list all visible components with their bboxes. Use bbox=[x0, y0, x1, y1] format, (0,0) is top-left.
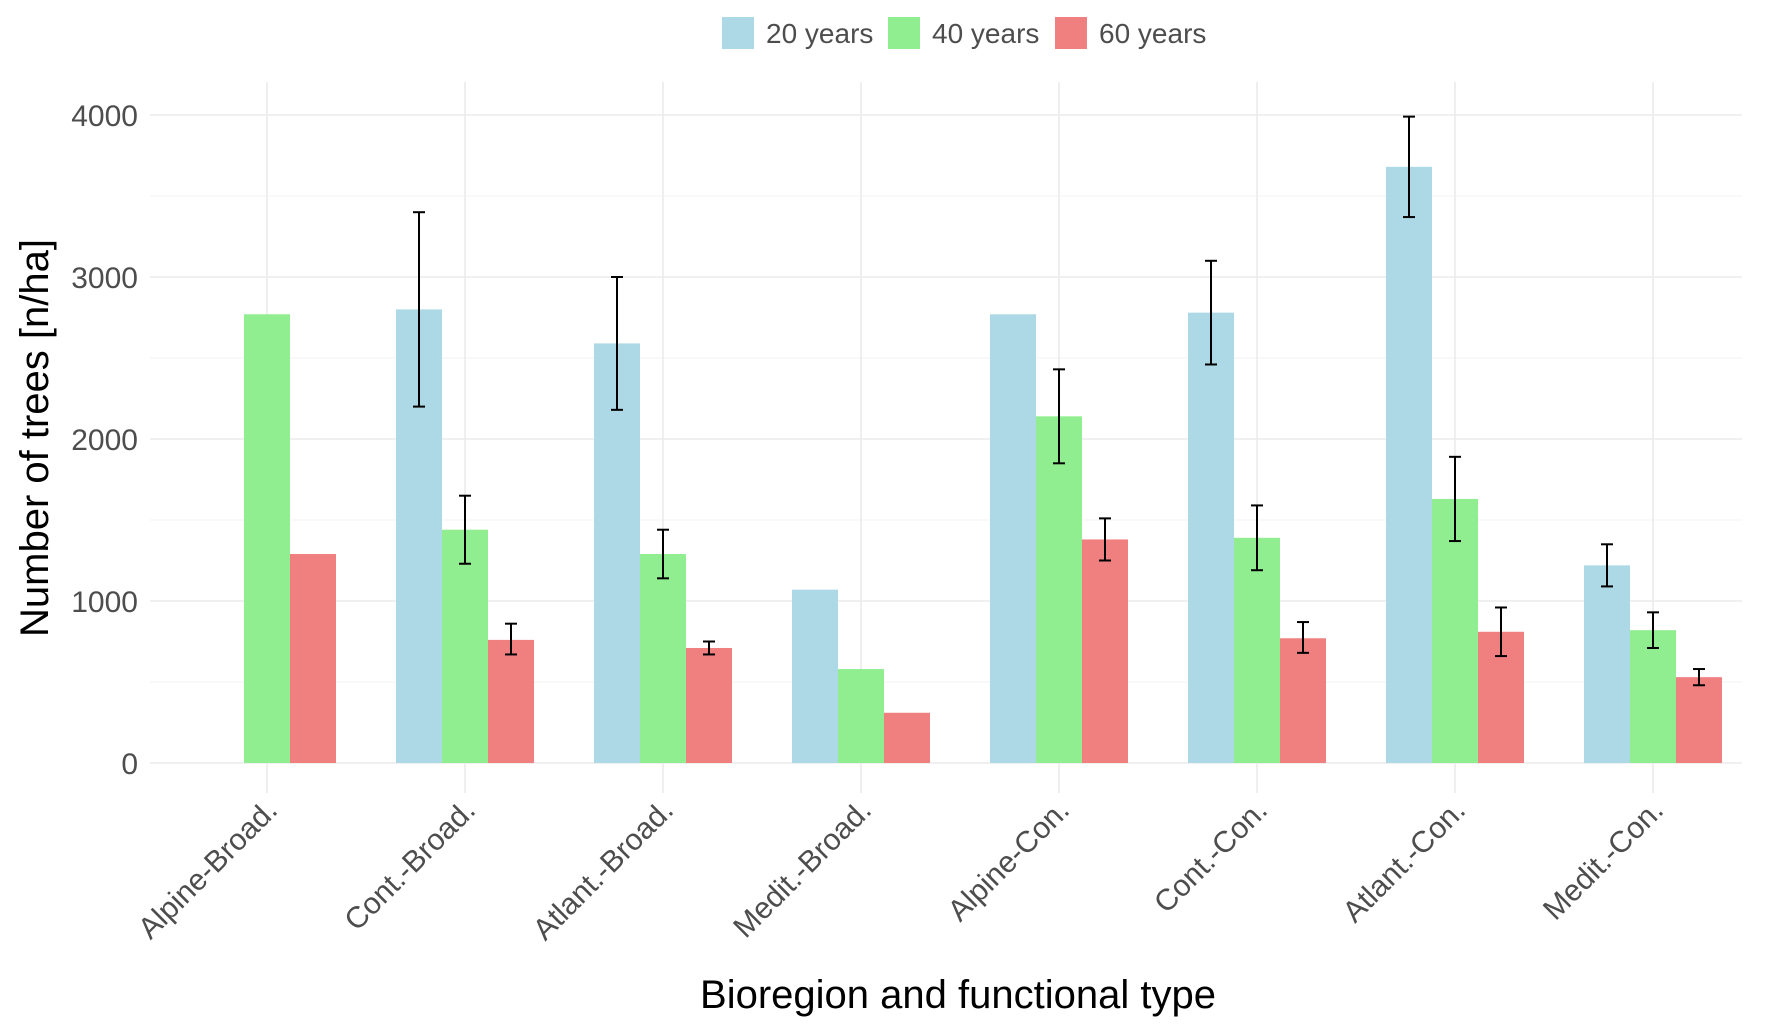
error-bar bbox=[1693, 668, 1705, 687]
x-tick-label: Cont.-Con. bbox=[1148, 794, 1274, 920]
error-bar bbox=[1403, 115, 1415, 219]
legend-label: 40 years bbox=[932, 18, 1039, 49]
bar bbox=[1280, 638, 1326, 763]
y-tick-label: 4000 bbox=[71, 100, 138, 133]
bar bbox=[290, 554, 336, 763]
error-bar bbox=[1297, 621, 1309, 654]
y-tick-label: 3000 bbox=[71, 262, 138, 295]
x-tick-label: Alpine-Con. bbox=[942, 794, 1076, 928]
bars-layer bbox=[244, 166, 1722, 764]
bar bbox=[1386, 166, 1432, 764]
error-bar bbox=[1495, 606, 1507, 658]
error-bar bbox=[611, 276, 623, 411]
x-tick-label: Medit.-Con. bbox=[1537, 794, 1670, 927]
legend-label: 60 years bbox=[1099, 18, 1206, 49]
bar bbox=[990, 314, 1036, 763]
error-bar bbox=[1053, 368, 1065, 465]
bar bbox=[1082, 539, 1128, 763]
x-tick-label: Atlant.-Broad. bbox=[527, 794, 680, 947]
bar bbox=[1630, 630, 1676, 763]
y-axis-title: Number of trees [n/ha] bbox=[13, 239, 57, 637]
error-bar bbox=[657, 528, 669, 580]
bar bbox=[1432, 498, 1478, 763]
legend-entry: 40 years bbox=[888, 17, 1039, 49]
bar bbox=[1584, 565, 1630, 763]
bar bbox=[442, 529, 488, 763]
error-bar bbox=[1449, 455, 1461, 543]
error-bar bbox=[1251, 504, 1263, 572]
error-bar bbox=[505, 622, 517, 656]
legend-swatch bbox=[722, 17, 754, 49]
bar bbox=[488, 639, 534, 763]
error-bar bbox=[703, 640, 715, 656]
error-bars-layer bbox=[413, 115, 1705, 687]
error-bar bbox=[1601, 543, 1613, 588]
bar bbox=[594, 343, 640, 763]
error-bar bbox=[1205, 259, 1217, 366]
x-tick-label: Atlant.-Con. bbox=[1337, 794, 1472, 929]
error-bar bbox=[1099, 517, 1111, 562]
legend-entry: 20 years bbox=[722, 17, 873, 49]
bar bbox=[884, 712, 930, 763]
bar bbox=[686, 647, 732, 763]
legend-swatch bbox=[888, 17, 920, 49]
bar bbox=[640, 554, 686, 763]
error-bar bbox=[459, 494, 471, 565]
error-bar bbox=[1647, 611, 1659, 649]
legend-entry: 60 years bbox=[1055, 17, 1206, 49]
y-tick-label: 1000 bbox=[71, 586, 138, 619]
legend: 20 years 40 years 60 years bbox=[722, 17, 1206, 49]
bar bbox=[792, 589, 838, 763]
bar bbox=[1036, 416, 1082, 763]
x-tick-label: Medit.-Broad. bbox=[727, 794, 878, 945]
error-bar bbox=[413, 211, 425, 408]
x-tick-label: Alpine-Broad. bbox=[132, 794, 284, 946]
x-tick-label: Cont.-Broad. bbox=[338, 794, 482, 938]
bar bbox=[838, 669, 884, 763]
legend-label: 20 years bbox=[766, 18, 873, 49]
x-axis-title: Bioregion and functional type bbox=[700, 973, 1216, 1017]
y-tick-label: 0 bbox=[121, 748, 138, 781]
bar bbox=[1188, 312, 1234, 763]
y-tick-label: 2000 bbox=[71, 424, 138, 457]
bar bbox=[244, 314, 290, 763]
bar bbox=[1676, 677, 1722, 763]
bar bbox=[1234, 537, 1280, 763]
legend-swatch bbox=[1055, 17, 1087, 49]
